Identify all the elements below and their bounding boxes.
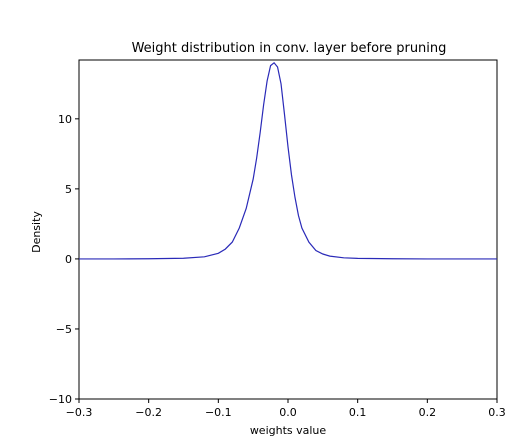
y-tick-label: −10 [49,393,72,406]
x-tick-label: 0.0 [279,406,297,419]
x-tick-label: −0.1 [205,406,232,419]
y-axis-label: Density [30,211,43,253]
chart-title: Weight distribution in conv. layer befor… [132,41,447,56]
x-tick-label: −0.3 [66,406,93,419]
x-tick-label: 0.1 [349,406,367,419]
density-curve [79,61,497,260]
x-tick-label: 0.3 [488,406,506,419]
y-axis: −10 −5 0 5 10 [49,113,79,406]
y-tick-label: 5 [65,183,72,196]
x-tick-label: 0.2 [419,406,437,419]
y-tick-label: −5 [56,323,72,336]
y-tick-label: 0 [65,253,72,266]
plot-area [78,59,498,400]
x-axis: −0.3 −0.2 −0.1 0.0 0.1 0.2 0.3 [66,399,506,419]
y-tick-label: 10 [58,113,72,126]
x-tick-label: −0.2 [135,406,162,419]
x-axis-label: weights value [250,424,327,437]
